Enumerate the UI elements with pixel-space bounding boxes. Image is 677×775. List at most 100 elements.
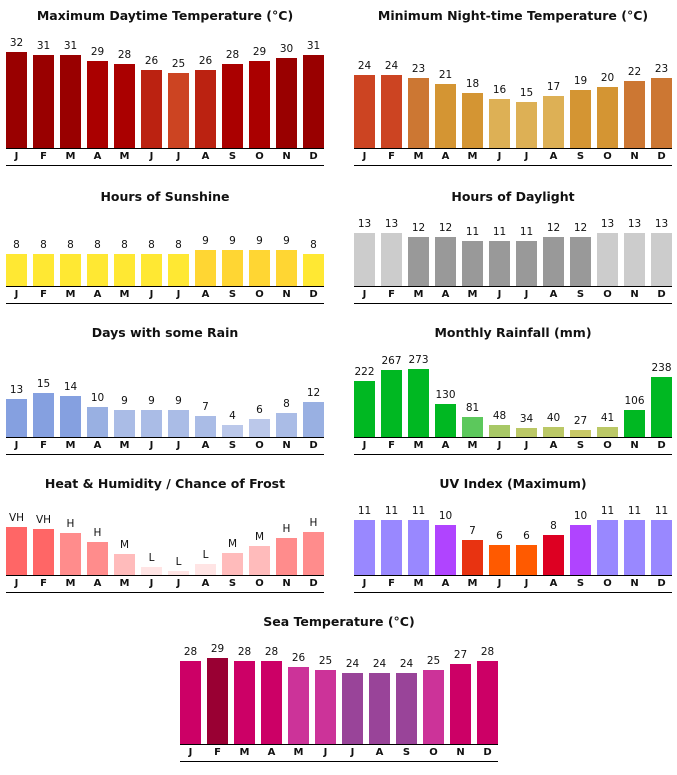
month-label: F — [40, 440, 47, 451]
month-label: N — [456, 747, 465, 758]
data-label: 19 — [573, 75, 588, 87]
month-label: S — [576, 289, 585, 300]
data-label: 27 — [573, 415, 588, 427]
month-label: S — [576, 151, 585, 162]
month-label: N — [630, 578, 639, 589]
data-label: 267 — [381, 355, 402, 367]
bar-n-10 — [276, 538, 297, 575]
data-label: 28 — [225, 49, 240, 61]
data-label: 25 — [426, 655, 441, 667]
data-label: 26 — [144, 55, 159, 67]
month-label: S — [576, 440, 585, 451]
data-label: 28 — [480, 646, 495, 658]
bar-j-5 — [489, 99, 510, 148]
data-label: 11 — [627, 505, 642, 517]
data-label: 18 — [465, 78, 480, 90]
data-label: 11 — [519, 226, 534, 238]
data-label: 9 — [175, 395, 182, 407]
month-label: M — [119, 151, 130, 162]
month-label: J — [188, 747, 193, 758]
data-label: 12 — [306, 387, 321, 399]
month-label: A — [441, 151, 450, 162]
month-label: J — [149, 440, 154, 451]
data-label: 12 — [438, 222, 453, 234]
bottom-rule — [180, 761, 498, 762]
bar-d-11 — [651, 78, 672, 148]
month-label: M — [467, 440, 478, 451]
month-label: D — [309, 578, 318, 589]
data-label: 11 — [411, 505, 426, 517]
bar-a-7 — [195, 416, 216, 437]
month-label: S — [228, 578, 237, 589]
month-label: J — [362, 289, 367, 300]
bar-o-9 — [423, 670, 444, 744]
month-label: M — [119, 289, 130, 300]
month-label: S — [228, 440, 237, 451]
bar-d-11 — [477, 661, 498, 744]
bar-j-6 — [516, 102, 537, 148]
bar-f-1 — [381, 233, 402, 286]
bar-m-4 — [462, 93, 483, 148]
bar-m-4 — [288, 667, 309, 744]
bar-n-10 — [276, 413, 297, 437]
data-label: 11 — [654, 505, 669, 517]
data-label: 8 — [283, 398, 290, 410]
data-label: 6 — [496, 530, 503, 542]
data-label: 10 — [90, 392, 105, 404]
month-label: M — [467, 151, 478, 162]
data-label: 30 — [279, 43, 294, 55]
month-label: M — [65, 151, 76, 162]
data-label: 8 — [67, 239, 74, 251]
data-label: 8 — [94, 239, 101, 251]
month-label: J — [14, 440, 19, 451]
month-label: A — [93, 578, 102, 589]
month-label: A — [201, 289, 210, 300]
bar-o-9 — [597, 427, 618, 437]
chart-title: Days with some Rain — [91, 325, 239, 340]
data-label: 24 — [399, 658, 414, 670]
bar-f-1 — [33, 55, 54, 148]
chart-title: Maximum Daytime Temperature (°C) — [36, 8, 294, 23]
data-label: 28 — [183, 646, 198, 658]
bar-f-1 — [207, 658, 228, 744]
bar-n-10 — [624, 233, 645, 286]
data-label: 28 — [237, 646, 252, 658]
month-label: M — [119, 440, 130, 451]
data-label: 7 — [469, 525, 476, 537]
data-label: 13 — [357, 218, 372, 230]
bar-s-8 — [570, 430, 591, 437]
data-label: 14 — [63, 381, 78, 393]
bar-f-1 — [381, 520, 402, 575]
month-label: F — [388, 440, 395, 451]
month-label: O — [429, 747, 438, 758]
bar-j-6 — [168, 73, 189, 148]
month-label: N — [630, 151, 639, 162]
data-label: 13 — [654, 218, 669, 230]
bar-a-3 — [87, 61, 108, 148]
bar-s-8 — [222, 425, 243, 437]
data-label: 31 — [63, 40, 78, 52]
month-label: M — [413, 578, 424, 589]
month-label: S — [402, 747, 411, 758]
bar-m-2 — [60, 254, 81, 286]
data-label: 12 — [411, 222, 426, 234]
month-label: A — [441, 289, 450, 300]
bar-m-4 — [114, 254, 135, 286]
bar-d-11 — [303, 402, 324, 437]
bar-j-6 — [516, 241, 537, 286]
data-label: 20 — [600, 72, 615, 84]
month-label: J — [524, 151, 529, 162]
bar-m-4 — [114, 64, 135, 148]
month-label: F — [40, 151, 47, 162]
month-label: O — [603, 578, 612, 589]
month-label: O — [255, 578, 264, 589]
month-label: M — [413, 151, 424, 162]
data-label: 24 — [372, 658, 387, 670]
bar-f-1 — [381, 370, 402, 437]
bottom-rule — [6, 592, 324, 593]
bar-s-8 — [222, 64, 243, 148]
bar-j-6 — [168, 254, 189, 286]
data-label: 28 — [117, 49, 132, 61]
bar-a-7 — [543, 535, 564, 575]
data-label: 16 — [492, 84, 507, 96]
